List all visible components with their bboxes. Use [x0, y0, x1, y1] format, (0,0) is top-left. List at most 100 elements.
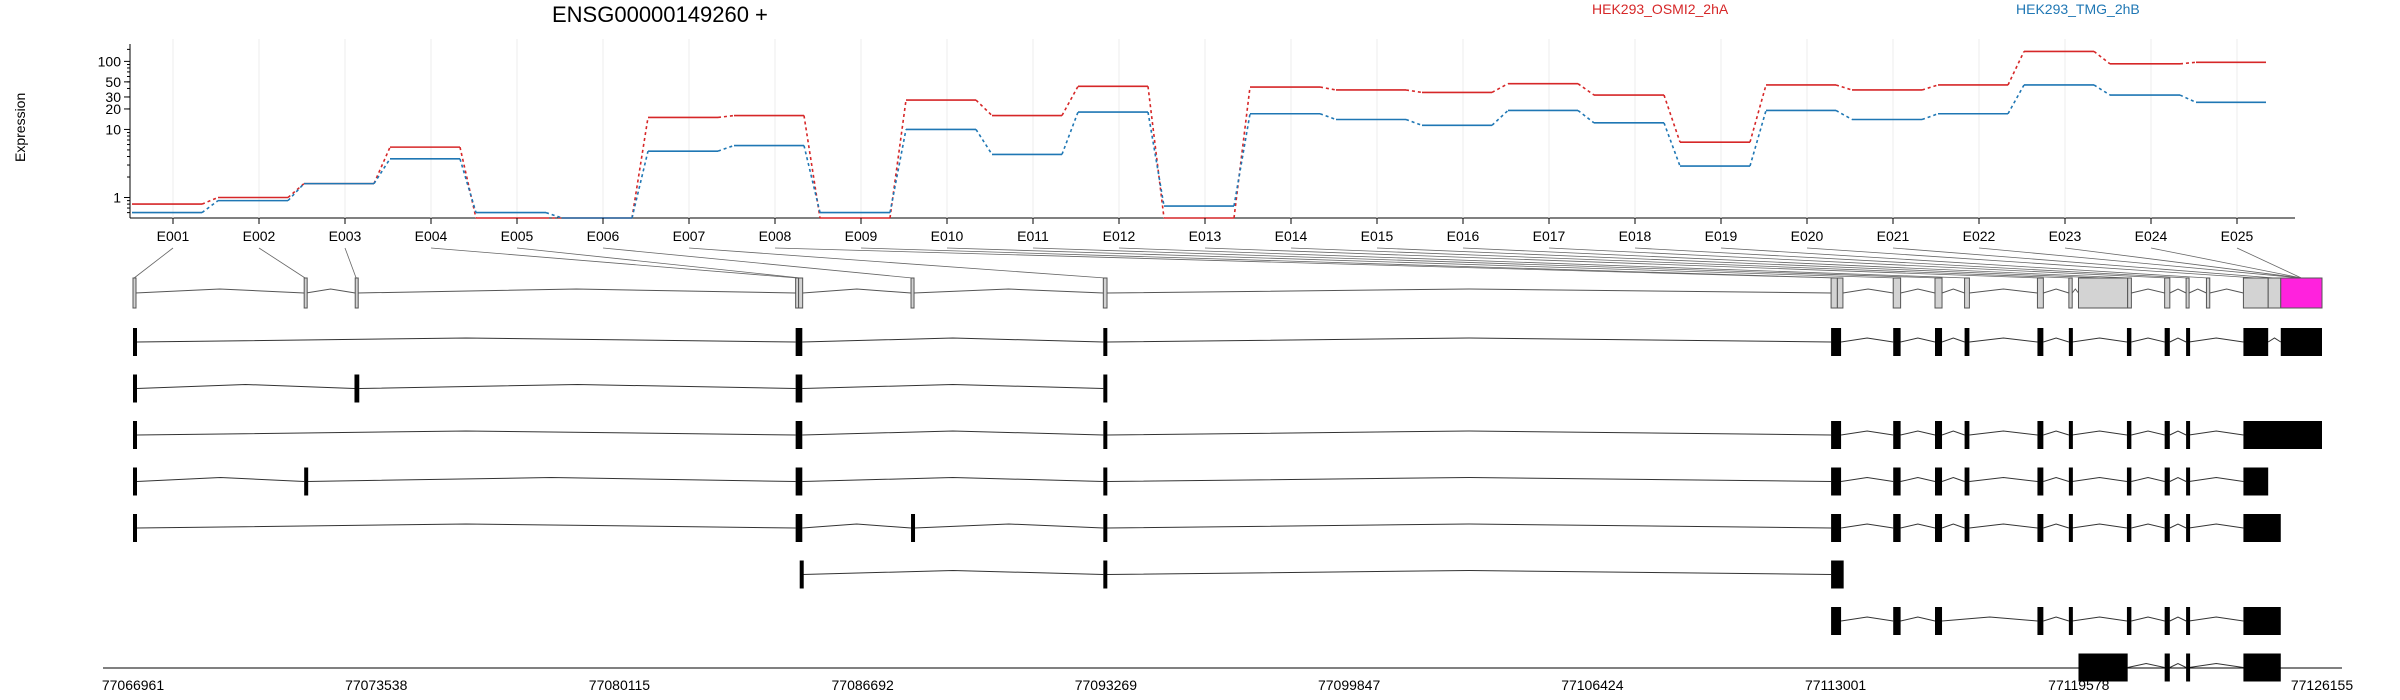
series-connector	[975, 99, 993, 117]
exon-block	[1892, 277, 1902, 309]
series-connector	[803, 145, 821, 213]
exon-connector	[1376, 247, 2104, 279]
transcript-exon	[1103, 374, 1108, 403]
transcript-intron	[2169, 662, 2187, 668]
transcript-exon	[2243, 328, 2269, 356]
transcript-intron	[802, 476, 1104, 482]
transcript-intron	[2072, 476, 2128, 482]
transcript-6	[799, 560, 1844, 589]
x-tick-label: E013	[1189, 228, 1222, 244]
transcript-intron	[2188, 430, 2244, 436]
genome-tick-label: 77119578	[2048, 677, 2109, 693]
transcript-intron	[2169, 616, 2187, 622]
chart-grid	[130, 39, 2295, 219]
transcript-intron	[1840, 476, 1894, 482]
transcript-intron	[1941, 337, 1965, 343]
x-tick-label: E019	[1705, 228, 1738, 244]
series-connector	[1233, 86, 1251, 219]
transcript-exon	[1893, 421, 1901, 449]
transcript-intron	[2188, 662, 2244, 668]
exon-connector	[344, 247, 357, 279]
x-axis: E001 E002 E003 E004 E005 E006 E007 E008 E009 E010…	[157, 218, 2254, 244]
series-connector	[803, 115, 821, 219]
genome-tick-label: 77066961	[102, 677, 165, 693]
transcript-exon	[1831, 467, 1842, 496]
series-connector	[631, 117, 649, 219]
exon-connector	[1806, 247, 2256, 279]
series-connector	[1233, 113, 1251, 207]
intron-line	[2071, 288, 2079, 294]
transcript-exon	[795, 467, 803, 496]
transcript-intron	[2131, 476, 2165, 482]
transcript-intron	[802, 430, 1104, 436]
transcript-exon	[354, 374, 360, 403]
transcript-intron	[2072, 616, 2128, 622]
exon-block	[2267, 277, 2282, 309]
intron-line	[1842, 288, 1894, 294]
series-connector	[1835, 84, 1853, 91]
transcript-exon	[1831, 328, 1842, 356]
series-connector	[1061, 111, 1079, 155]
transcript-1	[133, 328, 2322, 356]
transcript-exon	[1935, 421, 1943, 449]
exon-connectors	[133, 247, 2302, 279]
transcript-intron	[359, 383, 796, 389]
exon-connector	[2064, 247, 2302, 279]
series-connector	[2093, 50, 2111, 65]
series-connector	[287, 183, 305, 202]
transcript-exon	[2037, 467, 2044, 496]
transcript-intron	[136, 476, 305, 482]
x-tick-label: E011	[1017, 228, 1049, 244]
transcript-exon	[2068, 514, 2073, 542]
transcript-exon	[133, 421, 137, 449]
transcript-exon	[1103, 328, 1108, 356]
series-connector	[1749, 84, 1767, 143]
y-tick-label: 10	[105, 121, 121, 137]
transcript-exon	[2243, 421, 2322, 449]
transcript-intron	[1900, 430, 1936, 436]
intron-line	[1107, 288, 1832, 294]
transcript-exon	[1935, 607, 1943, 635]
exon-connector	[860, 247, 1841, 279]
exon-connector	[258, 247, 306, 279]
series-connector	[373, 158, 391, 185]
series-connector	[201, 196, 219, 205]
x-tick-label: E014	[1275, 228, 1308, 244]
transcript-intron	[2131, 523, 2165, 529]
transcript-4	[133, 467, 2269, 496]
x-tick-label: E020	[1791, 228, 1824, 244]
exon-connector	[1290, 247, 2071, 279]
series-connector	[373, 146, 391, 184]
transcript-intron	[1840, 523, 1894, 529]
transcript-intron	[2169, 337, 2187, 343]
genome-tick-label: 77073538	[345, 677, 408, 693]
transcript-exon	[1103, 421, 1108, 449]
transcript-intron	[1900, 616, 1936, 622]
transcript-2	[133, 374, 1108, 403]
exon-block	[1102, 277, 1108, 309]
series-connector	[459, 158, 477, 213]
y-tick-label: 50	[105, 74, 121, 90]
exon-block	[1934, 277, 1943, 309]
transcript-exon	[304, 467, 309, 496]
transcript-exon	[1893, 328, 1901, 356]
exon-block	[354, 277, 359, 309]
transcript-exon	[133, 328, 137, 356]
series-a	[132, 50, 2266, 219]
transcript-exon	[2186, 421, 2191, 449]
transcript-3	[133, 421, 2322, 449]
exon-block	[2280, 277, 2323, 309]
y-tick-label: 1	[113, 190, 121, 206]
intron-line	[1969, 288, 2038, 294]
transcript-intron	[2043, 523, 2070, 529]
transcript-intron	[1969, 523, 2038, 529]
transcript-intron	[2188, 616, 2244, 622]
exon-connector	[430, 247, 798, 279]
transcript-exon	[2164, 514, 2170, 542]
x-tick-label: E021	[1877, 228, 1910, 244]
intron-line	[357, 288, 796, 294]
x-tick-label: E025	[2221, 228, 2254, 244]
transcript-intron	[2188, 337, 2244, 343]
transcript-intron	[2043, 616, 2070, 622]
